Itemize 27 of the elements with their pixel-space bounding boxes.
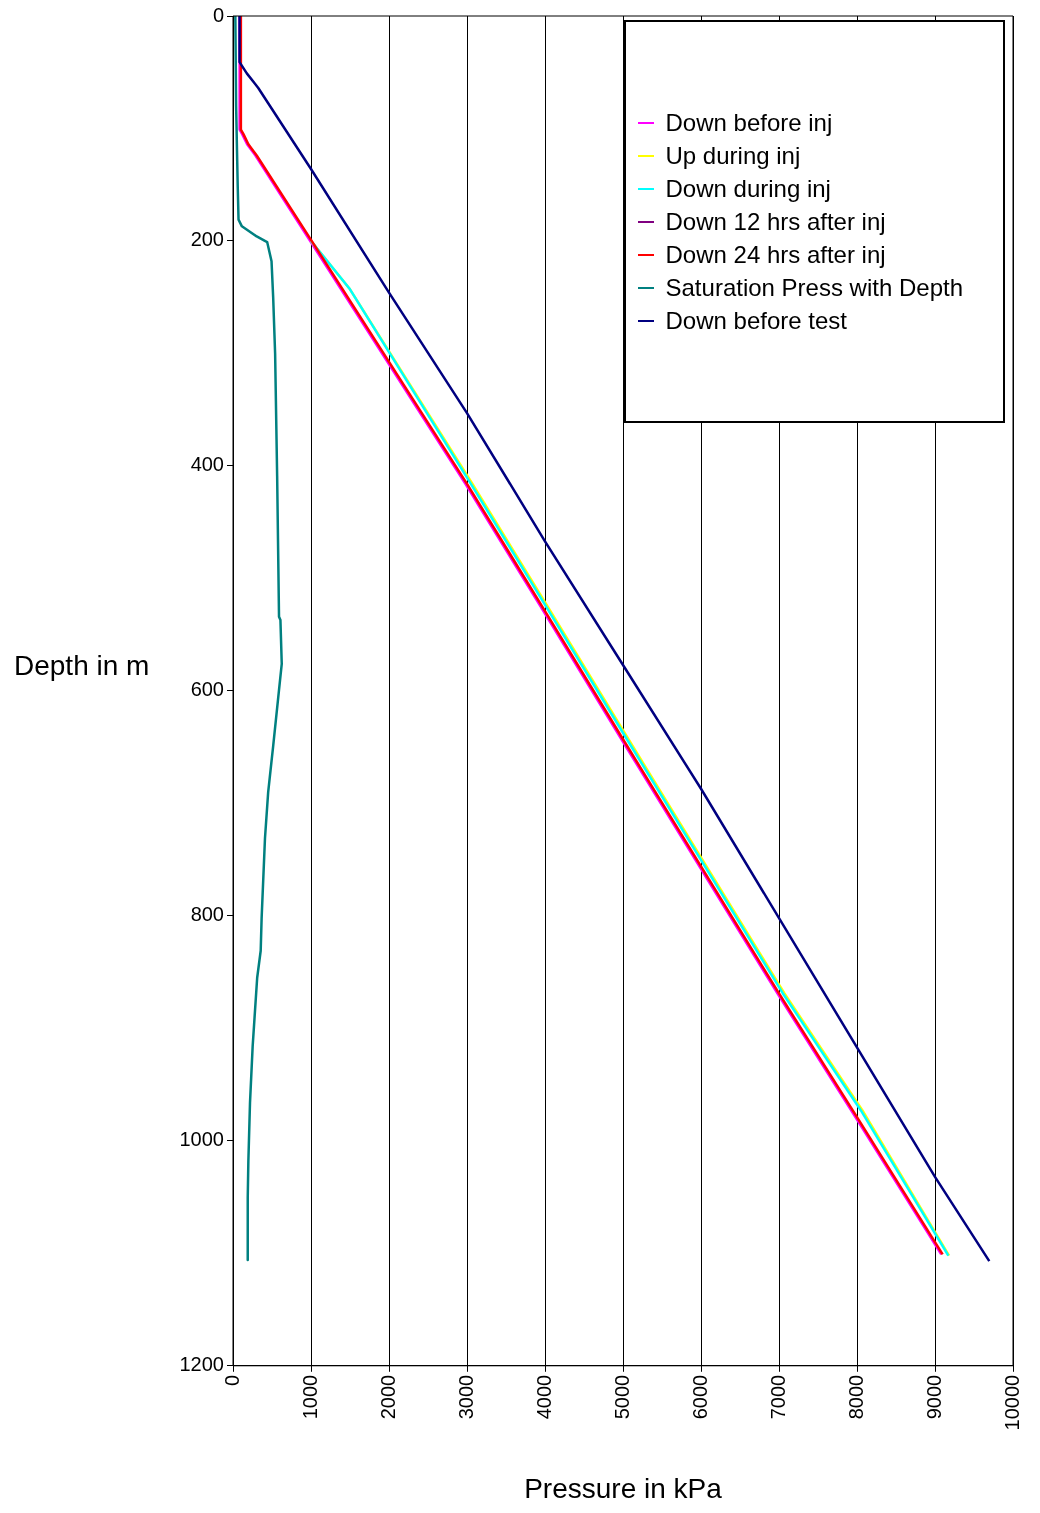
y-axis-title: Depth in m xyxy=(14,650,150,682)
legend-label: Down before test xyxy=(665,306,847,335)
legend-label: Up during inj xyxy=(665,141,801,170)
x-tick-label: 6000 xyxy=(688,1374,711,1420)
legend-label: Down before inj xyxy=(665,108,833,137)
x-tick-label: 5000 xyxy=(610,1374,633,1420)
legend-label: Saturation Press with Depth xyxy=(665,273,963,302)
x-tick-label: 1000 xyxy=(298,1374,321,1420)
y-tick-label: 0 xyxy=(212,3,224,26)
y-tick-label: 1200 xyxy=(179,1353,224,1376)
y-tick-label: 200 xyxy=(190,228,224,251)
legend-label: Down during inj xyxy=(665,174,831,203)
x-tick-label: 2000 xyxy=(376,1374,399,1420)
x-tick-label: 8000 xyxy=(844,1374,867,1420)
x-tick-label: 7000 xyxy=(766,1374,789,1420)
x-tick-label: 0 xyxy=(220,1374,243,1386)
y-tick-label: 400 xyxy=(190,453,224,476)
y-tick-label: 800 xyxy=(190,903,224,926)
x-tick-label: 4000 xyxy=(532,1374,555,1420)
x-tick-label: 9000 xyxy=(922,1374,945,1420)
x-tick-label: 3000 xyxy=(454,1374,477,1420)
y-tick-label: 1000 xyxy=(179,1128,224,1151)
legend-label: Down 12 hrs after inj xyxy=(665,207,886,236)
legend-label: Down 24 hrs after inj xyxy=(665,240,886,269)
x-tick-label: 10000 xyxy=(1000,1374,1023,1431)
x-axis-title: Pressure in kPa xyxy=(524,1472,723,1504)
y-tick-label: 600 xyxy=(190,678,224,701)
